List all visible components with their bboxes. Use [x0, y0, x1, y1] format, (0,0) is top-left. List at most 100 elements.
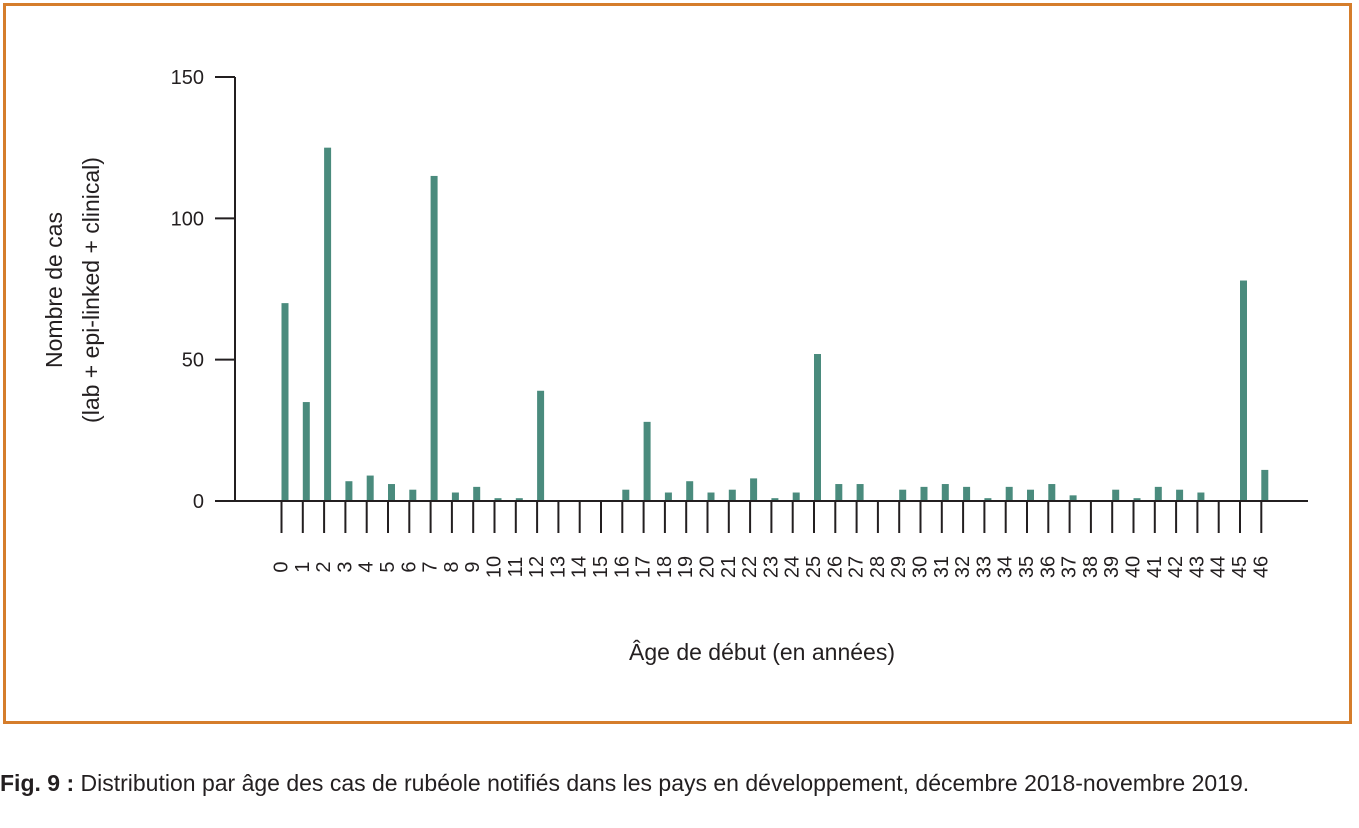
y-tick-label: 150 — [171, 67, 204, 89]
x-tick-label: 12 — [526, 556, 548, 578]
bar — [1154, 486, 1162, 501]
x-tick-label: 28 — [867, 556, 889, 578]
bar — [1048, 484, 1056, 501]
bar — [686, 481, 694, 501]
x-tick-label: 27 — [846, 556, 868, 578]
x-tick-label: 16 — [611, 556, 633, 578]
x-tick-label: 21 — [718, 556, 740, 578]
y-axis-title-line2: (lab + epi-linked + clinical) — [78, 157, 104, 423]
x-tick-label: 31 — [931, 556, 953, 578]
bar — [302, 402, 310, 501]
x-tick-label: 46 — [1250, 556, 1272, 578]
x-tick-label: 35 — [1016, 556, 1038, 578]
bar — [963, 486, 971, 501]
x-tick-label: 41 — [1144, 556, 1166, 578]
bar — [1005, 486, 1013, 501]
x-tick-label: 29 — [888, 556, 910, 578]
y-axis-title-line1: Nombre de cas — [41, 212, 67, 368]
bar — [537, 390, 545, 501]
x-tick-label: 18 — [654, 556, 676, 578]
bar — [707, 492, 715, 501]
x-tick-label: 23 — [760, 556, 782, 578]
x-tick-label: 26 — [824, 556, 846, 578]
bar — [1069, 495, 1077, 501]
bar — [984, 498, 992, 501]
bar — [451, 492, 459, 501]
bar — [324, 147, 332, 501]
x-tick-label: 9 — [462, 561, 484, 572]
x-tick-label: 43 — [1186, 556, 1208, 578]
bar — [473, 486, 481, 501]
x-axis: 0 1 2 3 4 5 6 7 8 9 10 11 12 13 14 15 16 17 18 19 20 21 22 23 24… — [235, 500, 1308, 578]
bar — [281, 303, 289, 501]
x-tick-label: 11 — [505, 557, 527, 578]
bar — [750, 478, 758, 501]
x-tick-label: 36 — [1037, 556, 1059, 578]
x-tick-label: 32 — [952, 556, 974, 578]
bar — [1197, 492, 1205, 501]
bar — [366, 475, 374, 501]
bar — [409, 489, 417, 501]
bar — [1112, 489, 1120, 501]
caption-label: Fig. 9 : — [0, 770, 75, 796]
caption-text: Distribution par âge des cas de rubéole … — [74, 770, 1250, 796]
bar — [771, 498, 779, 501]
bars — [281, 147, 1269, 501]
x-tick-label: 39 — [1101, 556, 1123, 578]
x-tick-label: 37 — [1059, 556, 1081, 578]
y-tick-label: 0 — [193, 491, 204, 513]
x-tick-label: 19 — [675, 556, 697, 578]
bar — [388, 484, 395, 501]
x-tick-label: 42 — [1165, 556, 1187, 578]
bar — [856, 484, 864, 501]
x-tick-label: 15 — [590, 556, 612, 578]
y-tick-label: 50 — [182, 350, 204, 372]
x-tick-label: 1 — [292, 561, 314, 572]
bar — [728, 489, 736, 501]
bar — [814, 354, 821, 501]
bar — [643, 421, 651, 501]
x-tick-label: 14 — [569, 556, 591, 578]
bar — [515, 498, 523, 501]
y-tick-label: 100 — [171, 208, 204, 230]
x-tick-label: 34 — [995, 556, 1017, 578]
x-axis-title: Âge de début (en années) — [629, 639, 895, 665]
bar — [835, 484, 843, 501]
bar — [1240, 280, 1247, 501]
bar — [792, 492, 800, 501]
x-tick-label: 5 — [377, 561, 399, 572]
x-tick-label: 20 — [697, 556, 719, 578]
bar — [1133, 498, 1141, 501]
x-tick-label: 17 — [633, 556, 655, 578]
x-tick-label: 7 — [420, 561, 442, 572]
y-axis: 0 50 100 150 — [171, 67, 236, 513]
bar — [430, 175, 438, 501]
x-tick-label: 33 — [973, 556, 995, 578]
chart-frame — [3, 3, 1352, 724]
x-tick-label: 38 — [1080, 556, 1102, 578]
bar — [920, 486, 928, 501]
x-tick-label: 40 — [1123, 556, 1145, 578]
bar — [345, 481, 353, 501]
x-tick-label: 4 — [356, 561, 378, 572]
bar — [1027, 489, 1034, 501]
bar — [494, 498, 502, 501]
bar — [1176, 489, 1184, 501]
bar — [899, 489, 907, 501]
x-tick-label: 24 — [782, 556, 804, 578]
bar — [622, 489, 630, 501]
x-tick-label: 3 — [334, 561, 356, 572]
figure-caption: Fig. 9 : Distribution par âge des cas de… — [0, 766, 1359, 828]
x-tick-label: 2 — [313, 561, 335, 572]
x-tick-label: 8 — [441, 561, 463, 572]
x-tick-label: 0 — [271, 561, 293, 572]
x-tick-label: 25 — [803, 556, 825, 578]
x-tick-label: 6 — [398, 561, 420, 572]
bar — [664, 492, 672, 501]
x-tick-label: 10 — [484, 556, 506, 578]
x-tick-label: 13 — [547, 556, 569, 578]
x-tick-label: 22 — [739, 556, 761, 578]
bar — [1261, 469, 1269, 501]
x-tick-label: 30 — [910, 556, 932, 578]
